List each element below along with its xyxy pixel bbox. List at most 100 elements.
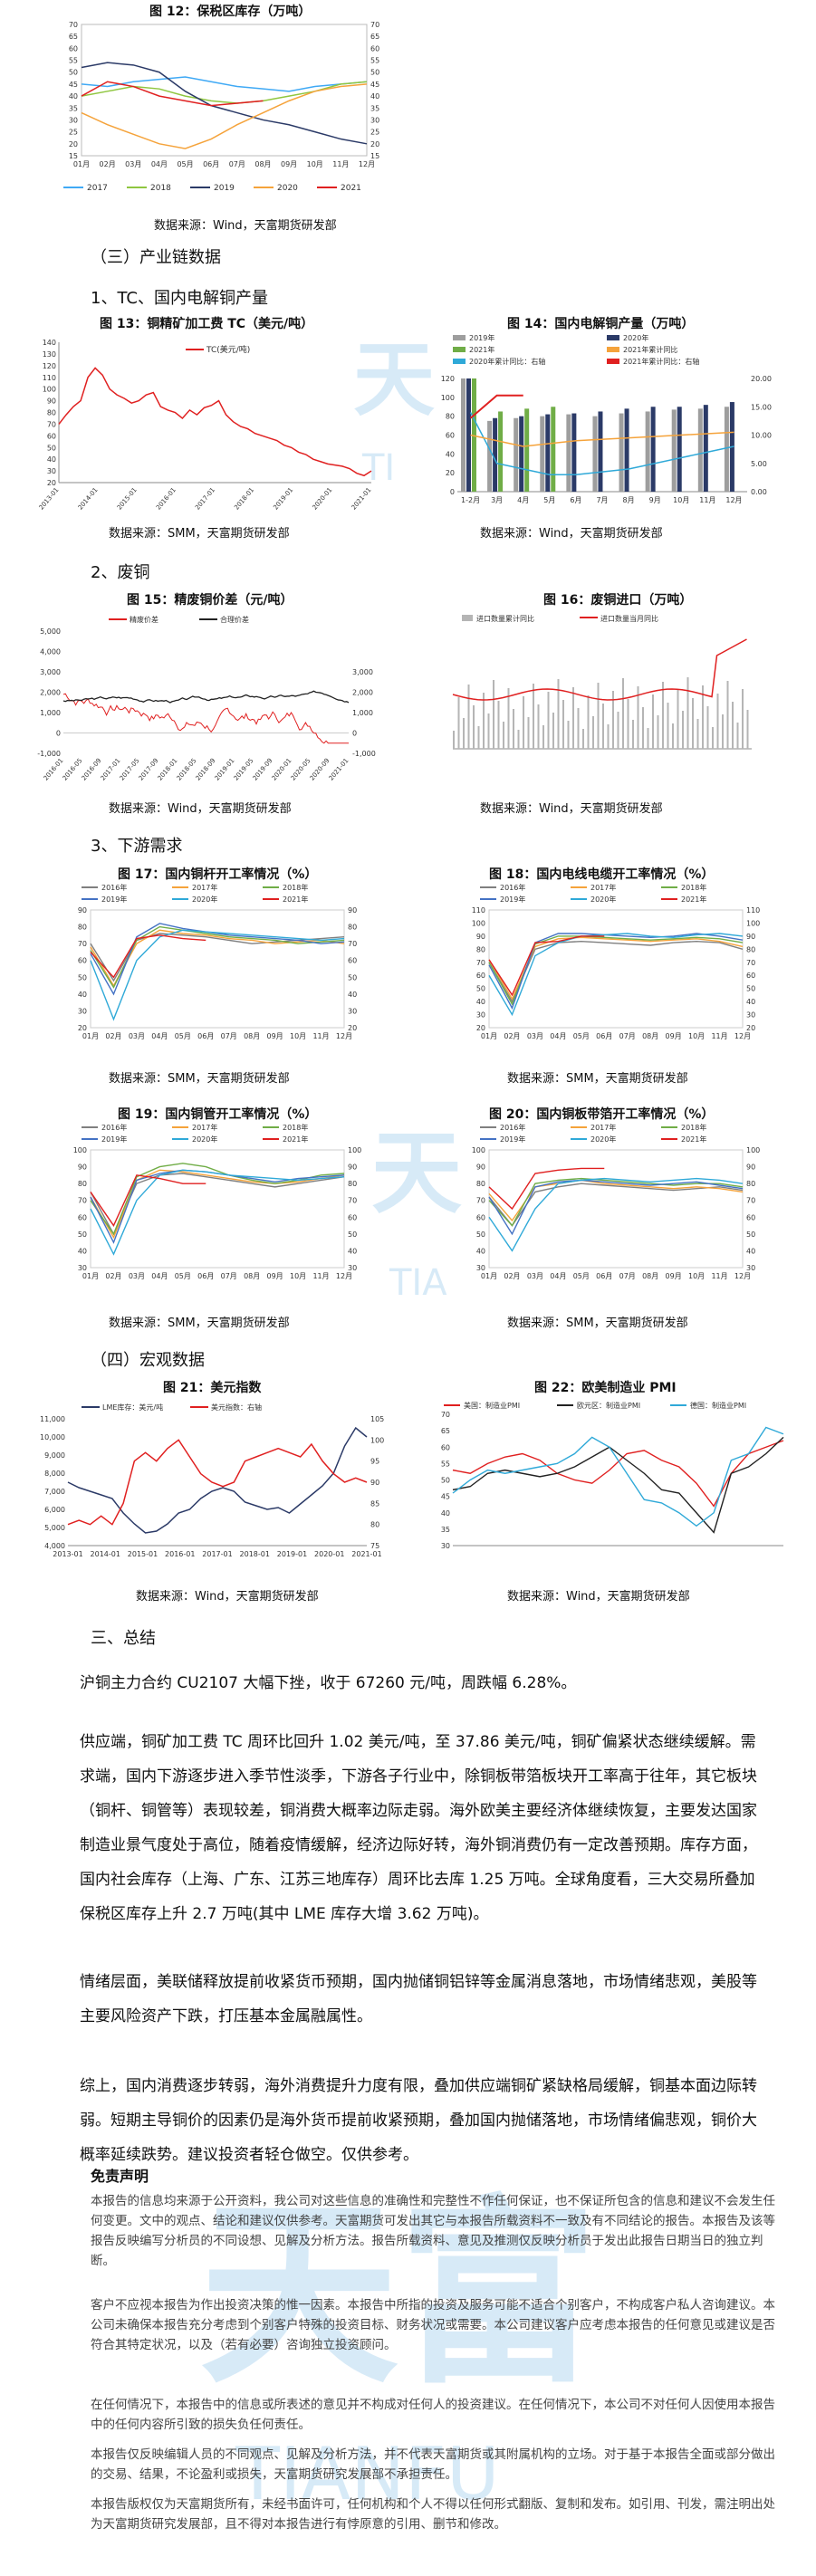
summary-p3: 情绪层面，美联储释放提前收紧货币预期，国内抛储铜铝锌等金属消息落地，市场情绪悲观… — [80, 1973, 757, 2025]
y-tick-label: 70 — [47, 420, 56, 428]
x-tick-label: 01月 — [481, 1272, 497, 1280]
bar — [472, 378, 476, 492]
bar — [619, 413, 624, 492]
y-tick-label: 70 — [78, 1197, 87, 1205]
section-summary: 三、总结 — [91, 1629, 156, 1648]
y-right-tick-label: 85 — [370, 1499, 379, 1508]
y-right-tick-label: 90 — [348, 1164, 357, 1172]
x-tick-label: 09月 — [666, 1272, 682, 1280]
y-right-tick-label: 20 — [370, 140, 379, 148]
y-right-tick-label: 65 — [370, 33, 379, 41]
x-tick-label: 11月 — [312, 1272, 329, 1280]
x-tick-label: 6月 — [570, 496, 581, 504]
x-tick-label: 2021-01 — [351, 1550, 381, 1558]
bar — [592, 716, 594, 749]
legend-label: TC(美元/吨) — [206, 344, 250, 355]
monthly-yoy-line — [452, 638, 747, 701]
y-tick-label: 40 — [47, 455, 56, 464]
legend-label: 2016年 — [101, 1123, 127, 1132]
bar — [466, 378, 471, 492]
bar — [587, 695, 590, 749]
bar — [498, 411, 504, 492]
y-tick-label: 110 — [43, 374, 56, 382]
legend-label: 2018年 — [681, 1123, 706, 1132]
y-tick-label: 70 — [69, 21, 78, 29]
x-tick-label: 11月 — [312, 1032, 329, 1040]
legend-swatch — [453, 359, 466, 364]
legend-label: 德国：制造业PMI — [690, 1401, 746, 1410]
x-tick-label: 12月 — [725, 496, 742, 504]
y-right-tick-label: 20 — [348, 1024, 357, 1032]
bar — [547, 692, 550, 749]
y-right-tick-label: 80 — [348, 924, 357, 932]
y-right-tick-label: 30 — [348, 1264, 357, 1272]
y-right-tick-label: 60 — [348, 1213, 357, 1221]
y-tick-label: 110 — [472, 906, 485, 915]
bar — [483, 693, 485, 749]
svg-text:TIA: TIA — [389, 1262, 447, 1304]
bar — [461, 378, 466, 492]
x-tick-label: 03月 — [129, 1032, 145, 1040]
legend-label: 2017年 — [192, 883, 217, 892]
y-tick-label: 45 — [69, 81, 78, 89]
x-tick-label: 06月 — [596, 1032, 612, 1040]
y-left-tick-label: 10,000 — [40, 1433, 65, 1441]
y-left-tick-label: -1,000 — [37, 750, 61, 758]
cum-2020-line — [469, 412, 734, 475]
x-tick-label: 05月 — [177, 160, 193, 168]
y-tick-label: 20 — [78, 1024, 87, 1032]
y-left-tick-label: 7,000 — [44, 1488, 65, 1496]
y-right-tick-label: 5.00 — [751, 460, 767, 468]
x-tick-label: 2016-01 — [165, 1550, 195, 1558]
bar — [672, 723, 674, 749]
reasonable-spread-line — [62, 690, 350, 704]
y-left-tick-label: 6,000 — [44, 1506, 65, 1514]
x-tick-label: 12月 — [734, 1272, 751, 1280]
bar — [650, 407, 656, 492]
legend-label: 美国：制造业PMI — [464, 1401, 520, 1410]
y-tick-label: 120 — [43, 362, 56, 370]
legend-label: 2021年累计同比：右轴 — [623, 357, 699, 366]
x-tick-label: 06月 — [596, 1272, 612, 1280]
x-tick-label: 12月 — [734, 1032, 751, 1040]
bar — [598, 411, 603, 492]
section-macro: （四）宏观数据 — [91, 1351, 205, 1370]
bar — [627, 699, 629, 749]
y-left-tick-label: 100 — [441, 394, 455, 402]
y-tick-label: 30 — [47, 467, 56, 475]
x-tick-label: 10月 — [307, 160, 323, 168]
legend-label: 2019 — [214, 184, 235, 193]
y-tick-label: 30 — [441, 1542, 450, 1550]
bar — [572, 687, 574, 749]
y-tick-label: 20 — [69, 140, 78, 148]
x-tick-label: 12月 — [359, 160, 375, 168]
cum-2021-line — [469, 394, 523, 419]
bar — [552, 713, 554, 749]
bar — [662, 682, 664, 749]
x-tick-label: 12月 — [336, 1272, 352, 1280]
y-tick-label: 60 — [78, 1213, 87, 1221]
x-tick-label: 01月 — [481, 1032, 497, 1040]
bar — [545, 414, 551, 492]
bar — [722, 714, 724, 749]
legend-swatch — [607, 335, 619, 340]
bar — [697, 408, 703, 492]
y-left-tick-label: 40 — [446, 450, 455, 458]
y-right-tick-label: 70 — [746, 959, 755, 967]
bar — [657, 715, 659, 749]
bar — [736, 723, 739, 749]
legend-label: 合理价差 — [220, 615, 249, 624]
x-tick-label: 02月 — [105, 1272, 121, 1280]
x-tick-label: 2019-01 — [272, 486, 294, 512]
legend-label: 2021年 — [681, 1135, 706, 1144]
bar — [682, 711, 684, 749]
series-line-2021年 — [90, 934, 206, 979]
y-tick-label: 50 — [47, 444, 56, 452]
disclaimer-p5: 本报告版权仅为天富期货所有，未经书面许可，任何机构和个人不得以任何形式翻版、复制… — [91, 2497, 775, 2532]
y-right-tick-label: 50 — [746, 985, 755, 993]
x-tick-label: 08月 — [244, 1272, 260, 1280]
y-tick-label: 90 — [47, 397, 56, 406]
fig20-title: 图 20：国内铜板带箔开工率情况（%） — [489, 1107, 715, 1122]
y-right-tick-label: 40 — [746, 1247, 755, 1255]
fig14-chart: 120 100 80 60 40 20 0 20.00 15.00 10.00 5.00 0.00 1-… — [441, 333, 772, 504]
